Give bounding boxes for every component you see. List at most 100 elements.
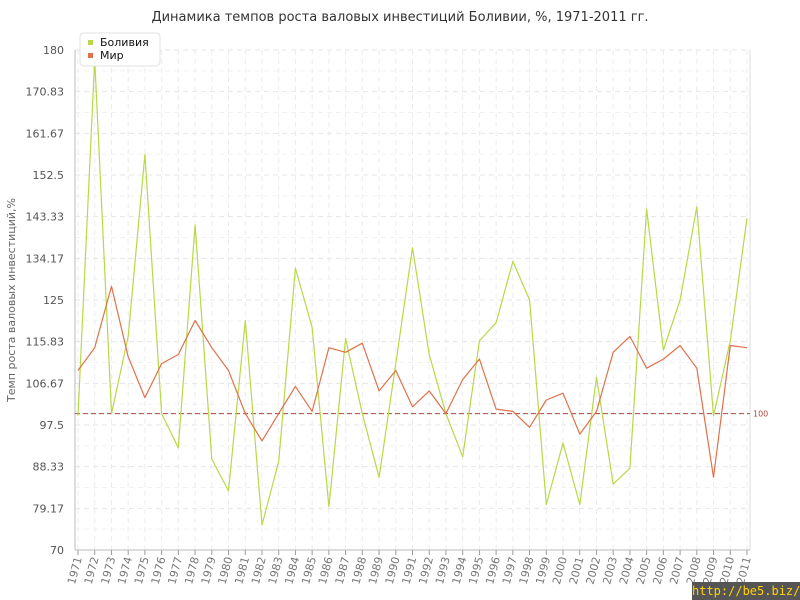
data-point [110,285,112,287]
data-point [662,349,664,351]
data-point [545,504,547,506]
data-point [629,335,631,337]
y-tick-label: 70 [50,544,64,557]
data-point [545,399,547,401]
data-point [311,326,313,328]
data-point [495,408,497,410]
data-point [328,506,330,508]
reference-line-label: 100 [753,410,768,419]
data-point [679,344,681,346]
data-point [395,363,397,365]
data-point [161,363,163,365]
legend-label: Боливия [100,36,149,49]
data-point [211,458,213,460]
legend-label: Мир [100,49,124,62]
data-point [478,340,480,342]
y-tick-label: 170.83 [26,86,65,99]
data-point [161,413,163,415]
data-point [412,406,414,408]
y-tick-label: 88.33 [33,461,65,474]
data-point [713,415,715,417]
data-point [395,369,397,371]
data-point [579,433,581,435]
data-point [127,356,129,358]
data-point [462,456,464,458]
y-tick-label: 115.83 [26,336,65,349]
data-point [579,504,581,506]
data-point [294,267,296,269]
data-point [612,483,614,485]
y-axis-label: Темп роста валовых инвестиций,% [5,198,18,403]
data-point [746,217,748,219]
data-point [177,354,179,356]
data-point [127,335,129,337]
data-point [478,358,480,360]
chart-title: Динамика темпов роста валовых инвестиций… [151,10,649,25]
data-point [412,247,414,249]
x-axis: 1971197219731974197519761977197819791980… [65,549,754,586]
legend-swatch [88,53,93,58]
data-point [562,392,564,394]
data-point [428,390,430,392]
data-point [194,224,196,226]
data-point [512,410,514,412]
data-point [612,351,614,353]
data-point [345,351,347,353]
data-point [177,447,179,449]
data-point [228,369,230,371]
data-point [144,154,146,156]
data-point [361,413,363,415]
data-point [445,413,447,415]
series-line-0 [77,58,748,526]
y-tick-label: 97.5 [40,419,65,432]
data-point [562,442,564,444]
y-tick-label: 125 [43,294,64,307]
data-point [512,260,514,262]
data-point [311,410,313,412]
data-point [261,440,263,442]
data-point [110,413,112,415]
data-point [244,319,246,321]
series-line-1 [77,285,748,478]
data-point [428,354,430,356]
data-point [646,367,648,369]
y-tick-label: 161.67 [26,127,65,140]
data-point [361,342,363,344]
y-tick-label: 106.67 [26,377,65,390]
data-point [94,347,96,349]
data-point [595,410,597,412]
data-point [529,426,531,428]
y-tick-label: 79.17 [33,502,65,515]
data-point [328,347,330,349]
data-point [696,367,698,369]
y-axis: 70 79.17 88.33 97.5 106.67 115.83 125 134.17 143… [26,44,751,557]
data-point [462,379,464,381]
y-tick-label: 180 [43,44,64,57]
watermark[interactable]: http://be5.biz/ [692,582,800,600]
data-point [77,369,79,371]
data-point [144,397,146,399]
data-point [529,299,531,301]
data-point [278,413,280,415]
data-point [595,376,597,378]
data-point [662,358,664,360]
data-point [646,208,648,210]
data-point [629,467,631,469]
data-point [77,415,79,417]
data-point [228,490,230,492]
y-tick-label: 134.17 [26,252,65,265]
data-point [211,347,213,349]
data-point [378,476,380,478]
data-point [495,322,497,324]
data-point [679,299,681,301]
data-point [696,206,698,208]
series-lines [77,58,748,526]
y-tick-label: 143.33 [26,211,65,224]
y-tick-label: 152.5 [33,169,65,182]
legend-swatch [88,40,93,45]
legend-box [79,32,161,67]
data-point [294,385,296,387]
data-point [244,413,246,415]
